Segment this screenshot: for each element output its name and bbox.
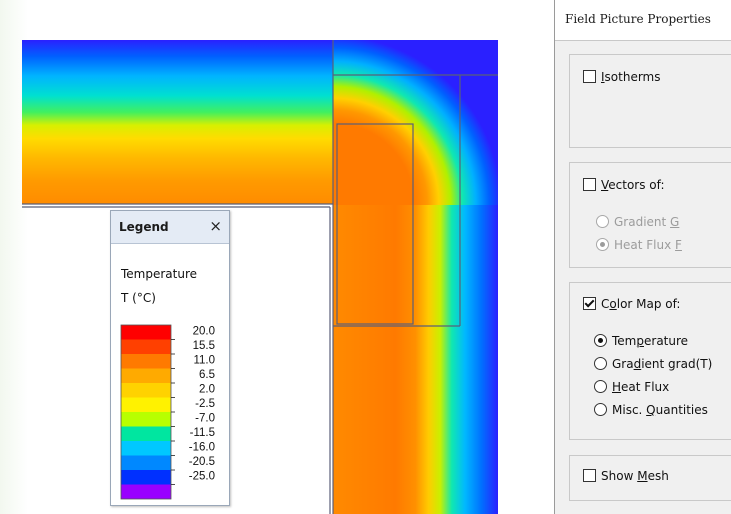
color-map-group: Color Map of: Temperature Gradient grad(… bbox=[569, 282, 731, 440]
radio-circle-icon[interactable] bbox=[594, 380, 607, 393]
isotherms-checkbox[interactable]: Isotherms bbox=[583, 70, 661, 88]
isotherms-label-accel: I bbox=[601, 70, 605, 84]
radio-label-accel: Q bbox=[646, 403, 656, 417]
radio-label-accel: d bbox=[633, 357, 642, 371]
radio-label: uantities bbox=[655, 403, 708, 417]
legend-color-band bbox=[121, 441, 171, 456]
legend-color-band bbox=[121, 383, 171, 398]
legend-color-band bbox=[121, 339, 171, 354]
legend-color-band bbox=[121, 470, 171, 485]
radio-label: erature bbox=[644, 334, 689, 348]
color-map-heat-flux-radio[interactable]: Heat Flux bbox=[594, 380, 669, 398]
legend-color-band bbox=[121, 397, 171, 412]
color-map-checkbox[interactable]: Color Map of: bbox=[583, 297, 680, 315]
radio-circle-icon[interactable] bbox=[594, 334, 607, 347]
field-picture-properties-panel: Field Picture Properties Isotherms Vecto… bbox=[554, 0, 731, 514]
legend-color-band bbox=[121, 368, 171, 383]
radio-label-accel: p bbox=[636, 334, 644, 348]
legend-level-label: 15.5 bbox=[193, 340, 215, 352]
show-mesh-checkbox[interactable]: Show Mesh bbox=[583, 469, 669, 487]
vectors-group: Vectors of: Gradient G Heat Flux F bbox=[569, 162, 731, 268]
field-plot[interactable]: Legend × Temperature T (°C) 20.0 15.5 11.0… bbox=[0, 0, 540, 514]
radio-circle-icon[interactable] bbox=[594, 357, 607, 370]
vectors-checkbox[interactable]: Vectors of: bbox=[583, 178, 665, 196]
show-mesh-label: esh bbox=[647, 469, 669, 483]
legend-color-band bbox=[121, 484, 171, 499]
color-map-checkbox-box[interactable] bbox=[583, 297, 596, 310]
color-map-gradient-radio[interactable]: Gradient grad(T) bbox=[594, 357, 712, 375]
radio-circle-icon[interactable] bbox=[594, 403, 607, 416]
legend-color-scale: 20.0 15.5 11.0 6.5 2.0 -2.5 -7.0 -11.5 -16.0 -20.… bbox=[120, 324, 215, 500]
radio-label-accel: G bbox=[670, 215, 680, 229]
radio-label: Gra bbox=[612, 357, 634, 371]
vectors-label-accel: V bbox=[601, 178, 609, 192]
isotherms-label: sotherms bbox=[604, 70, 661, 84]
radio-label: Tem bbox=[612, 334, 637, 348]
radio-label: Gradient bbox=[614, 215, 671, 229]
temperature-color-map bbox=[22, 40, 498, 514]
radio-label: Misc. bbox=[612, 403, 647, 417]
show-mesh-label-accel: M bbox=[637, 469, 648, 483]
legend-level-label: 20.0 bbox=[193, 326, 215, 338]
color-map-label-accel: o bbox=[609, 297, 617, 311]
checkmark-icon bbox=[584, 297, 595, 308]
vectors-heat-flux-radio[interactable]: Heat Flux F bbox=[596, 238, 682, 256]
legend-quantity: Temperature bbox=[121, 267, 198, 281]
radio-label: ient grad(T) bbox=[641, 357, 713, 371]
legend-color-band bbox=[121, 426, 171, 441]
color-map-misc-quantities-radio[interactable]: Misc. Quantities bbox=[594, 403, 708, 421]
panel-title: Field Picture Properties bbox=[565, 12, 711, 26]
legend-level-label: 2.0 bbox=[199, 384, 215, 396]
legend-color-band bbox=[121, 325, 171, 340]
radio-label: Heat Flux bbox=[614, 238, 676, 252]
color-map-label-pre: C bbox=[601, 297, 610, 311]
show-mesh-group: Show Mesh bbox=[569, 455, 731, 501]
legend-title-bar[interactable]: Legend × bbox=[111, 211, 229, 244]
legend-color-band bbox=[121, 455, 171, 470]
legend-level-label: -16.0 bbox=[189, 442, 215, 454]
vectors-label: ectors of: bbox=[608, 178, 665, 192]
vectors-gradient-radio[interactable]: Gradient G bbox=[596, 215, 679, 233]
legend-level-label: -11.5 bbox=[190, 427, 215, 439]
isotherms-checkbox-box[interactable] bbox=[583, 70, 596, 83]
show-mesh-label-pre: Show bbox=[601, 469, 638, 483]
radio-circle-icon[interactable] bbox=[596, 238, 609, 251]
radio-circle-icon[interactable] bbox=[596, 215, 609, 228]
panel-header: Field Picture Properties bbox=[555, 0, 731, 41]
close-icon[interactable]: × bbox=[209, 217, 222, 235]
radio-label-accel: F bbox=[675, 238, 682, 252]
legend-window[interactable]: Legend × Temperature T (°C) 20.0 15.5 11.0… bbox=[110, 210, 230, 506]
color-map-label: lor Map of: bbox=[616, 297, 681, 311]
legend-level-label: 6.5 bbox=[199, 369, 215, 381]
legend-level-label: 11.0 bbox=[193, 355, 215, 367]
show-mesh-checkbox-box[interactable] bbox=[583, 469, 596, 482]
legend-color-band bbox=[121, 354, 171, 369]
legend-level-label: -2.5 bbox=[195, 398, 215, 410]
legend-unit: T (°C) bbox=[121, 291, 156, 305]
legend-color-band bbox=[121, 412, 171, 427]
isotherms-group: Isotherms bbox=[569, 54, 731, 148]
radio-label-accel: H bbox=[612, 380, 622, 394]
color-map-temperature-radio[interactable]: Temperature bbox=[594, 334, 688, 352]
legend-level-label: -7.0 bbox=[195, 413, 215, 425]
radio-label: eat Flux bbox=[621, 380, 670, 394]
vectors-checkbox-box[interactable] bbox=[583, 178, 596, 191]
legend-level-label: -20.5 bbox=[189, 456, 215, 468]
legend-title: Legend bbox=[119, 220, 169, 234]
legend-level-label: -25.0 bbox=[189, 471, 215, 483]
